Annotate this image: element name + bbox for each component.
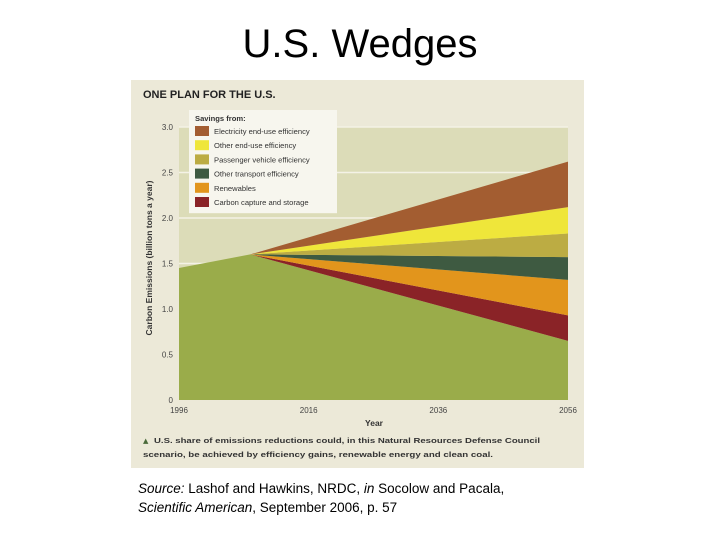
legend-swatch-carbon-capture-and-storage — [195, 197, 209, 207]
legend: Savings from: Electricity end-use efficie… — [189, 110, 337, 214]
source-journal: Scientific American — [138, 500, 253, 515]
legend-label-electricity-end-use-efficiency: Electricity end-use efficiency — [214, 127, 310, 136]
y-tick-label: 3.0 — [162, 123, 174, 132]
legend-box — [189, 110, 337, 214]
y-tick-label: 1.0 — [162, 305, 174, 314]
legend-label-renewables: Renewables — [214, 184, 256, 193]
x-tick-label: 1996 — [170, 406, 188, 415]
caption-marker: ▲ — [143, 437, 149, 445]
legend-swatch-renewables — [195, 182, 209, 193]
y-tick-label: 2.5 — [162, 169, 174, 178]
wedge-renewables — [250, 254, 569, 316]
source-line-2: Scientific American, September 2006, p. … — [138, 498, 698, 517]
legend-swatch-electricity-end-use-efficiency — [195, 126, 209, 136]
chart-title: ONE PLAN FOR THE U.S. — [143, 89, 276, 101]
legend-label-other-transport-efficiency: Other transport efficiency — [214, 170, 299, 179]
x-tick-label: 2016 — [300, 406, 318, 415]
legend-swatch-other-end-use-efficiency — [195, 140, 209, 151]
legend-swatch-passenger-vehicle-efficiency — [195, 154, 209, 165]
source-in: in — [363, 481, 375, 496]
slide-title: U.S. Wedges — [242, 22, 478, 66]
y-tick-label: 2.0 — [162, 214, 174, 223]
y-tick-label: 1.5 — [162, 260, 174, 269]
caption-line-1: U.S. share of emissions reductions could… — [154, 436, 540, 445]
wedge-other-transport-efficiency — [250, 254, 569, 280]
wedges-chart: 0 0.5 1.0 1.5 2.0 2.5 3.0 1996 2016 2036 2056 Savi… — [143, 89, 578, 459]
x-tick-label: 2036 — [429, 406, 447, 415]
legend-title: Savings from: — [195, 114, 246, 123]
x-axis-label: Year — [365, 418, 384, 428]
source-prefix: Source: — [138, 481, 185, 496]
source-authors: Lashof and Hawkins, NRDC, — [184, 481, 364, 496]
legend-swatch-other-transport-efficiency — [195, 168, 209, 179]
legend-label-carbon-capture-and-storage: Carbon capture and storage — [214, 198, 309, 207]
x-tick-label: 2056 — [559, 406, 577, 415]
y-tick-label: 0.5 — [162, 351, 174, 360]
y-axis-label: Carbon Emissions (billion tons a year) — [144, 180, 154, 335]
source-citation: Source: Lashof and Hawkins, NRDC, in Soc… — [138, 479, 698, 517]
source-rest: Socolow and Pacala, — [374, 481, 505, 496]
wedge-passenger-vehicle-efficiency — [250, 233, 569, 258]
y-tick-label: 0 — [169, 396, 174, 405]
caption-line-2: scenario, be achieved by efficiency gain… — [143, 450, 493, 459]
chart-figure: 0 0.5 1.0 1.5 2.0 2.5 3.0 1996 2016 2036 2056 Savi… — [131, 80, 584, 468]
legend-label-passenger-vehicle-efficiency: Passenger vehicle efficiency — [214, 155, 310, 164]
axes: 0 0.5 1.0 1.5 2.0 2.5 3.0 1996 2016 2036 2056 — [162, 123, 578, 415]
source-line-1: Source: Lashof and Hawkins, NRDC, in Soc… — [138, 479, 698, 498]
area-remaining-emissions — [179, 254, 568, 400]
legend-label-other-end-use-efficiency: Other end-use efficiency — [214, 141, 296, 150]
source-date: , September 2006, p. 57 — [252, 500, 398, 515]
